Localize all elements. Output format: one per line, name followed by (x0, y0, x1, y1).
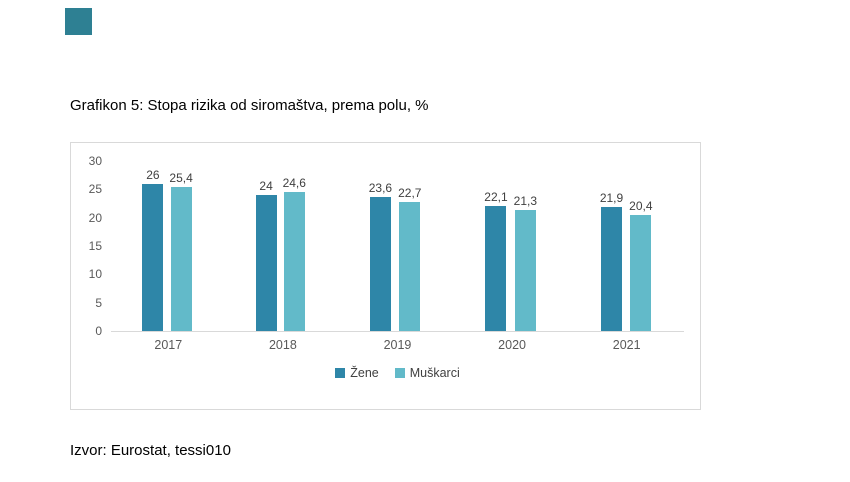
bar (283, 191, 305, 331)
bar-item-series-0-2020: 22,1 (484, 189, 508, 331)
chart-container: 0 5 10 15 20 25 30 26 25,4 24 24,6 23,6 22,7 22,1 21,… (70, 142, 701, 410)
legend-item-series-1: Muškarci (394, 366, 460, 380)
y-tick-label: 0 (95, 324, 102, 338)
y-tick-label: 20 (88, 210, 102, 225)
bar-value-label: 24,6 (282, 175, 306, 190)
y-axis: 0 5 10 15 20 25 30 (71, 143, 102, 409)
bar-item-series-0-2021: 21,9 (600, 191, 623, 331)
bar-value-label: 22,7 (398, 186, 422, 201)
bar-value-label: 25,4 (169, 171, 193, 186)
document-accent-square (65, 8, 92, 35)
x-tick-label: 2017 (154, 338, 183, 352)
bar-item-series-1-2017: 25,4 (169, 171, 193, 331)
bar-group-2017: 26 25,4 (142, 167, 193, 331)
bar (170, 187, 192, 331)
bar-item-series-1-2019: 22,7 (398, 186, 421, 331)
y-tick-label: 30 (88, 154, 102, 168)
bar (255, 195, 277, 331)
y-tick-label: 25 (88, 182, 102, 197)
bar-item-series-0-2019: 23,6 (369, 181, 392, 331)
bar (514, 210, 536, 331)
bar (399, 202, 421, 331)
bar-value-label: 22,1 (484, 189, 508, 204)
y-tick-label: 10 (88, 267, 102, 282)
y-tick-label: 5 (95, 295, 102, 310)
legend-label: Muškarci (409, 366, 460, 380)
bar-group-2019: 23,6 22,7 (369, 181, 421, 331)
y-tick-label: 15 (88, 239, 102, 253)
plot-wrap: 26 25,4 24 24,6 23,6 22,7 22,1 21,3 21,9 20,4 201… (111, 143, 684, 380)
x-tick-label: 2018 (268, 338, 297, 352)
bar-item-series-1-2018: 24,6 (283, 176, 306, 331)
bar-group-2018: 24 24,6 (255, 176, 306, 331)
bar-item-series-1-2020: 21,3 (514, 194, 537, 331)
x-axis: 2017 2018 2019 2020 2021 (111, 338, 684, 352)
x-tick-label: 2019 (383, 338, 412, 352)
bar-value-label: 21,9 (599, 190, 624, 205)
bar-group-2020: 22,1 21,3 (484, 190, 537, 331)
bar (369, 197, 391, 331)
bar-item-series-0-2017: 26 (142, 167, 164, 331)
plot-area: 26 25,4 24 24,6 23,6 22,7 22,1 21,3 21,9 20,4 (111, 161, 684, 332)
bar-item-series-0-2018: 24 (255, 179, 277, 331)
bar-value-label: 24 (259, 179, 273, 193)
bar-group-2021: 21,9 20,4 (600, 191, 653, 331)
bar-value-label: 23,6 (368, 181, 393, 196)
chart-title: Grafikon 5: Stopa rizika od siromaštva, … (70, 97, 429, 114)
bar-value-label: 20,4 (629, 199, 653, 214)
bar (600, 206, 622, 331)
bar-value-label: 21,3 (513, 194, 537, 209)
bar-item-series-1-2021: 20,4 (629, 199, 653, 331)
x-tick-label: 2021 (612, 338, 641, 352)
source-text: Izvor: Eurostat, tessi010 (70, 442, 231, 459)
legend-swatch-icon (394, 368, 405, 378)
bar-value-label: 26 (146, 167, 160, 182)
bar (630, 215, 652, 331)
legend-item-series-0: Žene (335, 366, 379, 380)
legend: Žene Muškarci (111, 366, 684, 380)
legend-swatch-icon (335, 368, 346, 378)
bar (485, 205, 507, 331)
x-tick-label: 2020 (498, 338, 526, 352)
legend-label: Žene (350, 366, 379, 380)
bar (142, 183, 164, 331)
